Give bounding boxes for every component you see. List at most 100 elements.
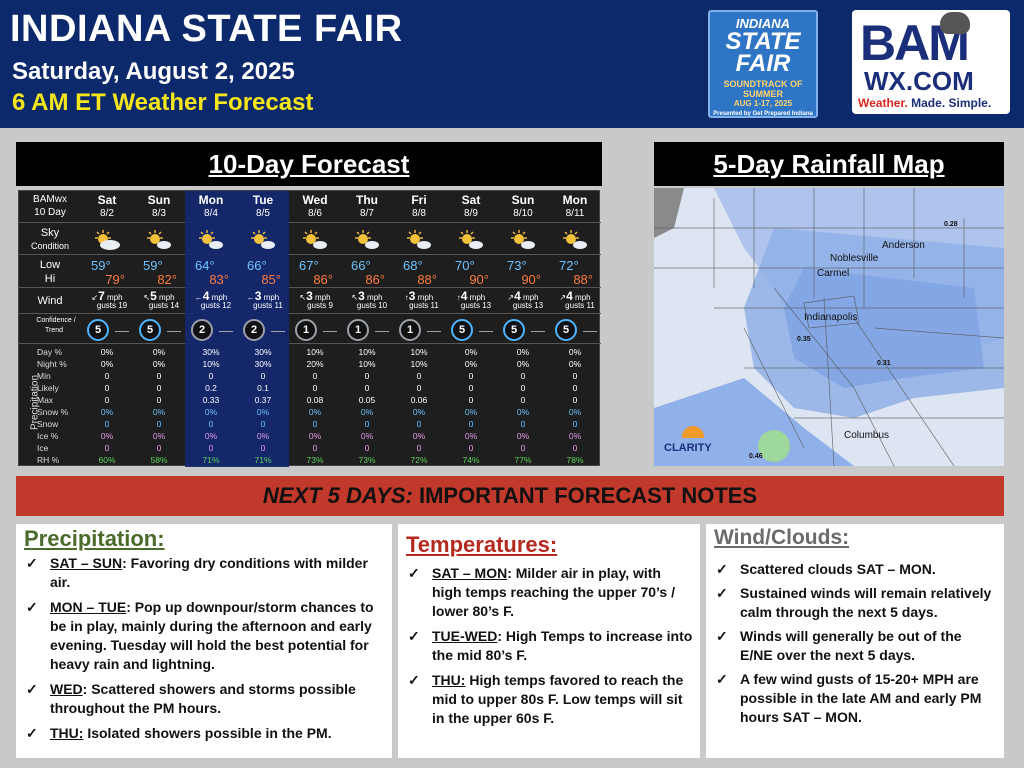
- note-key: THU:: [50, 725, 84, 741]
- precip-value: 0%: [256, 407, 270, 417]
- low-temp: 59°: [143, 258, 163, 273]
- confidence-badge: 5: [87, 319, 109, 341]
- note-item: ✓ Scattered clouds SAT – MON.: [714, 560, 998, 579]
- high-temp: 82°: [157, 272, 177, 287]
- precip-value: 0.2: [205, 383, 217, 393]
- note-item: ✓ SAT – SUN: Favoring dry conditions with…: [24, 554, 386, 592]
- row-label-wind: Wind: [37, 295, 63, 307]
- precip-value: 0: [572, 395, 578, 405]
- row-label-confidence: Confidence /: [36, 317, 76, 324]
- wind-value: ←4 mph gusts 12: [185, 289, 237, 310]
- precip-value: 10%: [358, 359, 376, 369]
- precip-value: 77%: [514, 455, 532, 465]
- precip-value: 0.37: [254, 395, 272, 405]
- ten-day-forecast-table: BAMwx 10 Day Sky Condition Low Hi Wind C…: [18, 190, 601, 467]
- day-date: 8/10: [513, 208, 533, 219]
- day-date: 8/11: [565, 208, 585, 219]
- precip-value: 0: [260, 371, 266, 381]
- header: INDIANA STATE FAIR Saturday, August 2, 2…: [0, 0, 1024, 128]
- note-key: SAT – MON: [432, 565, 508, 581]
- trend-indicator: —: [167, 322, 181, 338]
- city-label: Carmel: [817, 268, 850, 279]
- wind-gusts: gusts 13: [512, 301, 544, 310]
- precip-value: 0: [208, 371, 214, 381]
- precip-value: 0: [572, 383, 578, 393]
- rainfall-map-heading: 5-Day Rainfall Map: [654, 142, 1004, 186]
- wind-direction-arrow-icon: ↖: [351, 293, 359, 302]
- precip-value: 0: [260, 443, 266, 453]
- precip-value: 0: [416, 371, 422, 381]
- trend-indicator: —: [375, 322, 389, 338]
- precip-value: 0: [572, 419, 578, 429]
- sunny-icon: [407, 230, 431, 249]
- day-name: Tue: [252, 193, 274, 207]
- trend-indicator: —: [219, 322, 233, 338]
- forecast-date: Saturday, August 2, 2025: [12, 58, 295, 85]
- temperature-notes-card: Temperatures: ✓ SAT – MON: Milder air in …: [398, 524, 700, 758]
- day-name: Mon: [198, 193, 224, 207]
- note-text: Sustained winds will remain relatively c…: [740, 585, 992, 620]
- wind-clouds-notes-card: Wind/Clouds: ✓ Scattered clouds SAT – MON…: [706, 524, 1004, 758]
- precip-row-label: Min: [37, 371, 51, 381]
- confidence-badge: 1: [295, 319, 317, 341]
- confidence-badge: 5: [555, 319, 577, 341]
- city-label: Columbus: [844, 430, 890, 441]
- day-name: Sat: [461, 193, 481, 207]
- precip-value: 0: [416, 419, 422, 429]
- note-text: : Milder air in play, with high temps re…: [432, 565, 675, 619]
- precip-row-label: Snow %: [37, 407, 69, 417]
- precip-value: 0: [364, 443, 370, 453]
- precip-row-label: Max: [37, 395, 54, 405]
- precip-value: 0: [156, 371, 162, 381]
- precip-value: 0%: [412, 431, 426, 441]
- precip-value: 0%: [152, 407, 166, 417]
- wind-value: ↗4 mph gusts 13: [497, 289, 549, 310]
- note-item: ✓ Winds will generally be out of the E/NE…: [714, 627, 998, 665]
- city-label: Anderson: [882, 240, 925, 251]
- day-name: Fri: [411, 193, 427, 207]
- wind-direction-arrow-icon: ↖: [143, 293, 151, 302]
- precip-value: 0: [156, 383, 162, 393]
- low-temp: 72°: [559, 258, 579, 273]
- precip-row-label: Snow: [37, 419, 59, 429]
- checkmark-icon: ✓: [26, 599, 38, 615]
- note-text: Scattered clouds SAT – MON.: [740, 561, 936, 577]
- low-temp: 73°: [507, 258, 527, 273]
- precip-value: 10%: [410, 359, 428, 369]
- precip-value: 0%: [464, 359, 478, 369]
- note-key: MON – TUE: [50, 599, 127, 615]
- forecast-subtitle: 6 AM ET Weather Forecast: [12, 89, 314, 116]
- checkmark-icon: ✓: [716, 561, 728, 577]
- low-temp: 68°: [403, 258, 423, 273]
- row-label-sky: Sky: [40, 227, 60, 239]
- day-name: Sun: [511, 193, 535, 207]
- precip-value: 0.1: [257, 383, 269, 393]
- precip-value: 30%: [202, 347, 220, 357]
- city-label: Noblesville: [830, 253, 879, 264]
- wind-gusts: gusts 14: [148, 301, 180, 310]
- sunny-icon: [251, 230, 275, 249]
- day-date: 8/4: [204, 208, 218, 219]
- forecast-day-column: Sun 8/3 59° 82° ↖5 mph gusts 14 5—0% 0% 0 0 0 0% 0 0%…: [133, 191, 185, 467]
- precip-value: 0: [468, 371, 474, 381]
- precip-value: 0%: [100, 407, 114, 417]
- precip-value: 0%: [516, 359, 530, 369]
- precip-value: 0%: [308, 431, 322, 441]
- row-divider: [19, 343, 601, 344]
- low-temp: 67°: [299, 258, 319, 273]
- wind-clouds-notes-list: ✓ Scattered clouds SAT – MON. ✓ Sustained w…: [714, 560, 998, 732]
- note-item: ✓ THU: High temps favored to reach the mi…: [406, 671, 694, 728]
- high-temp: 90°: [521, 272, 541, 287]
- precip-value: 0: [572, 443, 578, 453]
- note-item: ✓ TUE-WED: High Temps to increase into th…: [406, 627, 694, 665]
- day-name: Sun: [147, 193, 171, 207]
- checkmark-icon: ✓: [26, 681, 38, 697]
- wind-direction-arrow-icon: ↙: [91, 293, 99, 302]
- precip-value: 0: [468, 395, 474, 405]
- checkmark-icon: ✓: [408, 628, 420, 644]
- high-temp: 85°: [261, 272, 281, 287]
- row-divider: [19, 313, 601, 314]
- rainfall-map: Anderson Noblesville Carmel Indianapolis…: [654, 188, 1004, 466]
- day-date: 8/7: [360, 208, 374, 219]
- high-temp: 88°: [573, 272, 593, 287]
